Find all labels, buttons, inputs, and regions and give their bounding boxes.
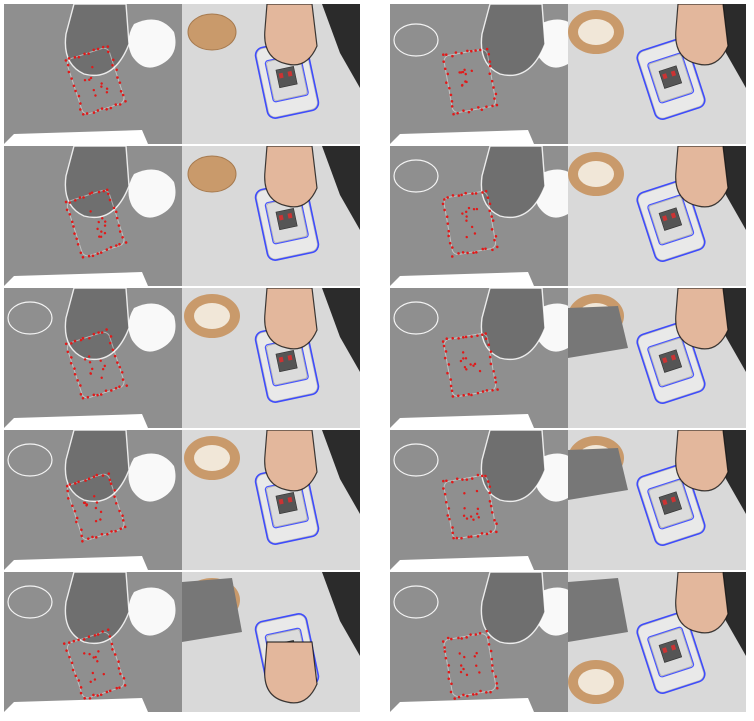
depth-frame-col2-row1 [390,4,568,144]
rgb-frame-col2-row5 [568,572,746,712]
depth-frame-col1-row1 [4,4,182,144]
depth-frame-col2-row4 [390,430,568,570]
rgb-frame-col2-row3 [568,288,746,428]
depth-frame-col2-row2 [390,146,568,286]
depth-frame-col1-row2 [4,146,182,286]
rgb-frame-col1-row3 [182,288,360,428]
rgb-frame-col1-row2 [182,146,360,286]
rgb-frame-col1-row5 [182,572,360,712]
rgb-frame-col2-row1 [568,4,746,144]
depth-frame-col1-row3 [4,288,182,428]
depth-frame-col2-row5 [390,572,568,712]
depth-frame-col1-row5 [4,572,182,712]
depth-frame-col2-row3 [390,288,568,428]
rgb-frame-col2-row2 [568,146,746,286]
rgb-frame-col2-row4 [568,430,746,570]
depth-frame-col1-row4 [4,430,182,570]
rgb-frame-col1-row4 [182,430,360,570]
rgb-frame-col1-row1 [182,4,360,144]
